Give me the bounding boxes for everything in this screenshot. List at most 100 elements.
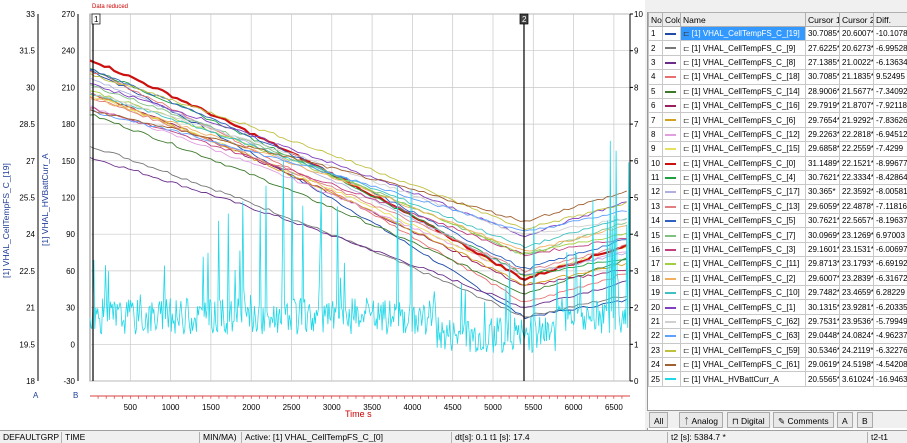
signal-row[interactable]: 25 ⊏ [1] VHAL_HVBattCurr_A 20.5565* 3.61024*… xyxy=(648,371,907,387)
signal-row-color xyxy=(662,270,681,287)
col-header-cursor2[interactable]: Cursor 2 xyxy=(839,12,874,27)
plot-canvas[interactable]: 3331.53028.52725.52422.52119.51827024021… xyxy=(0,0,645,430)
signal-row-cursor1: 29.8713* xyxy=(805,256,840,272)
temp-axis-tick-label: 28.5 xyxy=(19,120,35,129)
signal-row-name: ⊏ [1] VHAL_CellTempFS_C_[12] xyxy=(680,126,806,143)
signal-row[interactable]: 2 ⊏ [1] VHAL_CellTempFS_C_[9] 27.6225* 20.62… xyxy=(648,40,907,56)
signal-row[interactable]: 19 ⊏ [1] VHAL_CellTempFS_C_[10] 29.7482* 23.… xyxy=(648,285,907,301)
status-dt-t1: dt[s]: 0.1 t1 [s]: 17.4 xyxy=(452,432,668,443)
signal-row-color xyxy=(662,83,681,99)
color-swatch xyxy=(665,320,676,323)
signal-name-text: [1] VHAL_CellTempFS_C_[2] xyxy=(691,273,796,283)
signal-row[interactable]: 10 ⊏ [1] VHAL_CellTempFS_C_[0] 31.1489* 22.1… xyxy=(648,155,907,171)
signal-row[interactable]: 8 ⊏ [1] VHAL_CellTempFS_C_[12] 29.2263* 22.2… xyxy=(648,126,907,143)
color-swatch xyxy=(665,90,676,93)
signal-row[interactable]: 18 ⊏ [1] VHAL_CellTempFS_C_[2] 29.6007* 23.2… xyxy=(648,270,907,287)
signal-row-name: ⊏ [1] VHAL_CellTempFS_C_[6] xyxy=(680,112,806,128)
color-swatch xyxy=(665,162,676,165)
signal-row[interactable]: 7 ⊏ [1] VHAL_CellTempFS_C_[6] 29.7654* 21.92… xyxy=(648,112,907,128)
col-header-no[interactable]: No xyxy=(648,12,663,27)
right-axis-tick-label: 0 xyxy=(634,377,639,386)
tab-digital[interactable]: ⊓ Digital xyxy=(727,412,770,428)
signal-trace xyxy=(89,77,627,276)
signal-row-number: 15 xyxy=(648,227,663,243)
signal-row[interactable]: 22 ⊏ [1] VHAL_CellTempFS_C_[63] 29.0448* 24.… xyxy=(648,328,907,344)
signal-row[interactable]: 16 ⊏ [1] VHAL_CellTempFS_C_[3] 29.1601* 23.1… xyxy=(648,241,907,258)
signal-trace xyxy=(89,59,628,281)
signal-row-cursor2: 3.61024* xyxy=(839,371,874,387)
signal-row-cursor1: 27.1385* xyxy=(805,54,840,71)
signal-row[interactable]: 20 ⊏ [1] VHAL_CellTempFS_C_[1] 30.1315* 23.9… xyxy=(648,299,907,315)
analog-signal-icon: ⊏ xyxy=(683,245,690,255)
signal-row-cursor1: 28.9006* xyxy=(805,83,840,99)
signal-row[interactable]: 14 ⊏ [1] VHAL_CellTempFS_C_[5] 30.7621* 22.5… xyxy=(648,213,907,229)
signal-row-color xyxy=(662,25,681,42)
analog-signal-icon: ⊏ xyxy=(683,29,690,39)
analog-signal-icon: ⊏ xyxy=(683,317,690,326)
analog-signal-icon: ⊏ xyxy=(683,345,690,355)
tab-comments[interactable]: ✎ Comments xyxy=(773,412,834,428)
signal-name-text: [1] VHAL_CellTempFS_C_[19] xyxy=(691,29,800,39)
signal-name-text: [1] VHAL_CellTempFS_C_[12] xyxy=(691,129,800,139)
color-swatch xyxy=(665,378,676,381)
col-header-diff[interactable]: Diff. xyxy=(873,12,907,27)
right-axis-tick-label: 5 xyxy=(634,194,639,203)
cursor-1-label: 1 xyxy=(94,15,99,24)
plot-panel[interactable]: 33 31.5 30 28.5 27 25.5 24 22.5 21 19.5 18 270 240 21… xyxy=(0,0,645,430)
analog-signal-icon: ⊏ xyxy=(683,374,690,384)
signal-row-color xyxy=(662,112,681,128)
x-axis-tick-label: 5000 xyxy=(484,403,502,412)
temp-axis-tick-label: 31.5 xyxy=(19,47,35,56)
signal-row[interactable]: 15 ⊏ [1] VHAL_CellTempFS_C_[7] 30.0969* 23.1… xyxy=(648,227,907,243)
signal-name-text: [1] VHAL_CellTempFS_C_[10] xyxy=(691,288,800,298)
signal-row[interactable]: 17 ⊏ [1] VHAL_CellTempFS_C_[11] 29.8713* 23.… xyxy=(648,256,907,272)
tab-all[interactable]: All xyxy=(649,412,669,428)
signal-row[interactable]: 6 ⊏ [1] VHAL_CellTempFS_C_[16] 29.7919* 21.8… xyxy=(648,97,907,114)
cursor-2-label: 2 xyxy=(522,15,527,24)
x-axis-tick-label: 3500 xyxy=(363,403,381,412)
signal-row[interactable]: 24 ⊏ [1] VHAL_CellTempFS_C_[61] 29.0619* 24.… xyxy=(648,356,907,373)
tab-a-label: A xyxy=(842,416,848,426)
analog-signal-icon: ⊏ xyxy=(683,216,690,226)
tab-a[interactable]: A xyxy=(837,412,853,428)
cursor-2-handle xyxy=(519,13,529,25)
signal-name-text: [1] VHAL_CellTempFS_C_[5] xyxy=(691,216,796,226)
signal-row[interactable]: 1 ⊏ [1] VHAL_CellTempFS_C_[19] 30.7085* 20.6… xyxy=(648,25,907,42)
signal-row-number: 7 xyxy=(648,112,663,128)
col-header-name[interactable]: Name xyxy=(680,12,806,27)
signal-name-text: [1] VHAL_CellTempFS_C_[8] xyxy=(691,57,796,67)
signal-row[interactable]: 9 ⊏ [1] VHAL_CellTempFS_C_[15] 29.6858* 22.2… xyxy=(648,141,907,157)
signal-row[interactable]: 12 ⊏ [1] VHAL_CellTempFS_C_[17] 30.365* 22.3… xyxy=(648,184,907,200)
signal-row[interactable]: 13 ⊏ [1] VHAL_CellTempFS_C_[13] 29.6059* 22.… xyxy=(648,198,907,215)
table-tab-bar: All ᛏ Analog ⊓ Digital ✎ Comments A B xyxy=(647,410,907,428)
tab-b[interactable]: B xyxy=(857,412,873,428)
signal-row[interactable]: 23 ⊏ [1] VHAL_CellTempFS_C_[59] 30.5346* 24.… xyxy=(648,342,907,358)
signal-row-cursor2: 23.9536* xyxy=(839,313,874,330)
signal-row-number: 1 xyxy=(648,25,663,42)
signal-row[interactable]: 21 ⊏ [1] VHAL_CellTempFS_C_[62] 29.7531* 23.… xyxy=(648,313,907,330)
signal-name-text: [1] VHAL_CellTempFS_C_[16] xyxy=(691,101,800,111)
color-swatch xyxy=(665,364,676,367)
grid-layer xyxy=(89,13,631,382)
signal-row-color xyxy=(662,97,681,114)
signal-row-diff: -10.1078 xyxy=(873,25,907,42)
signal-name-text: [1] VHAL_CellTempFS_C_[6] xyxy=(691,115,796,125)
signal-row-cursor1: 30.7085* xyxy=(805,25,840,42)
signal-trace xyxy=(89,84,627,255)
signal-row[interactable]: 5 ⊏ [1] VHAL_CellTempFS_C_[14] 28.9006* 21.5… xyxy=(648,83,907,99)
signal-name-text: [1] VHAL_CellTempFS_C_[14] xyxy=(691,86,800,96)
tab-digital-label: Digital xyxy=(741,416,765,426)
signal-row[interactable]: 4 ⊏ [1] VHAL_CellTempFS_C_[18] 30.7085* 21.1… xyxy=(648,69,907,85)
signal-row[interactable]: 11 ⊏ [1] VHAL_CellTempFS_C_[4] 30.7621* 22.3… xyxy=(648,169,907,186)
col-header-cursor1[interactable]: Cursor 1 xyxy=(805,12,840,27)
color-swatch xyxy=(665,76,676,79)
signal-row[interactable]: 3 ⊏ [1] VHAL_CellTempFS_C_[8] 27.1385* 21.00… xyxy=(648,54,907,71)
analog-signal-icon: ⊏ xyxy=(683,57,690,67)
color-swatch xyxy=(665,191,676,194)
col-header-color[interactable]: Color xyxy=(662,12,681,27)
signal-name-text: [1] VHAL_HVBattCurr_A xyxy=(691,374,779,384)
signal-row-cursor2: 22.1521* xyxy=(839,155,874,171)
axis-unit-b: B xyxy=(73,391,78,400)
tab-analog[interactable]: ᛏ Analog xyxy=(679,412,723,428)
